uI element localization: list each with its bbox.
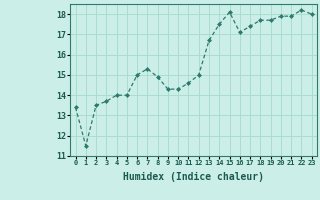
X-axis label: Humidex (Indice chaleur): Humidex (Indice chaleur) xyxy=(123,172,264,182)
